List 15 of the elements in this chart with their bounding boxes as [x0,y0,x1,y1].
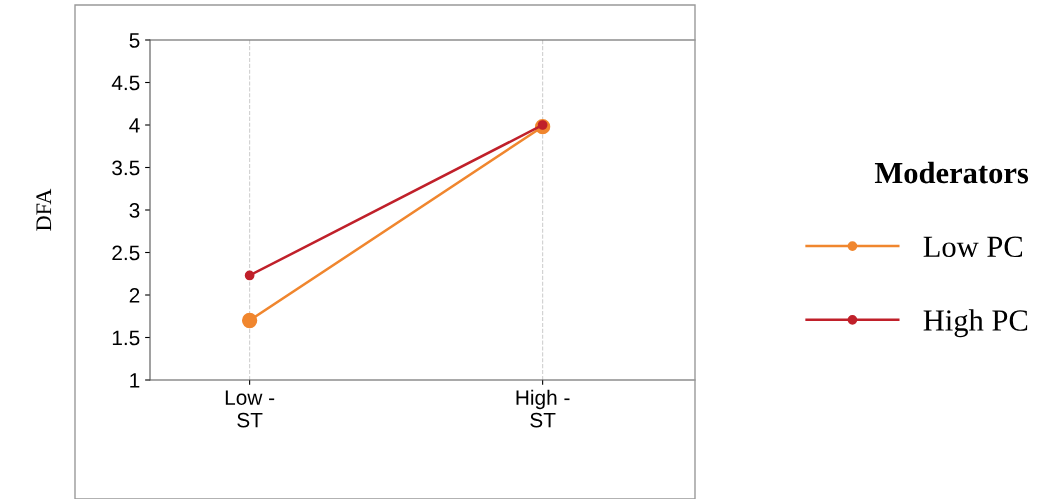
y-axis-title: DFA [36,188,52,231]
y-tick-label: 3.5 [112,160,140,176]
legend-title: Moderators [874,161,1029,184]
y-tick-label: 4.5 [111,75,140,91]
y-tick-label: 1.5 [112,330,140,346]
y-tick-label: 3 [129,203,140,218]
y-tick-label: 5 [129,33,140,48]
x-tick-label: High - ST [516,389,570,428]
legend-label: High PC [923,309,1028,338]
legend-label: Low PC [923,236,1023,258]
y-tick-label: 2 [129,288,140,303]
x-tick-label: Low - ST [225,390,275,428]
y-tick-label: 2.5 [112,245,140,261]
y-tick-label: 1 [130,373,140,388]
y-tick-label: 4 [129,118,140,133]
